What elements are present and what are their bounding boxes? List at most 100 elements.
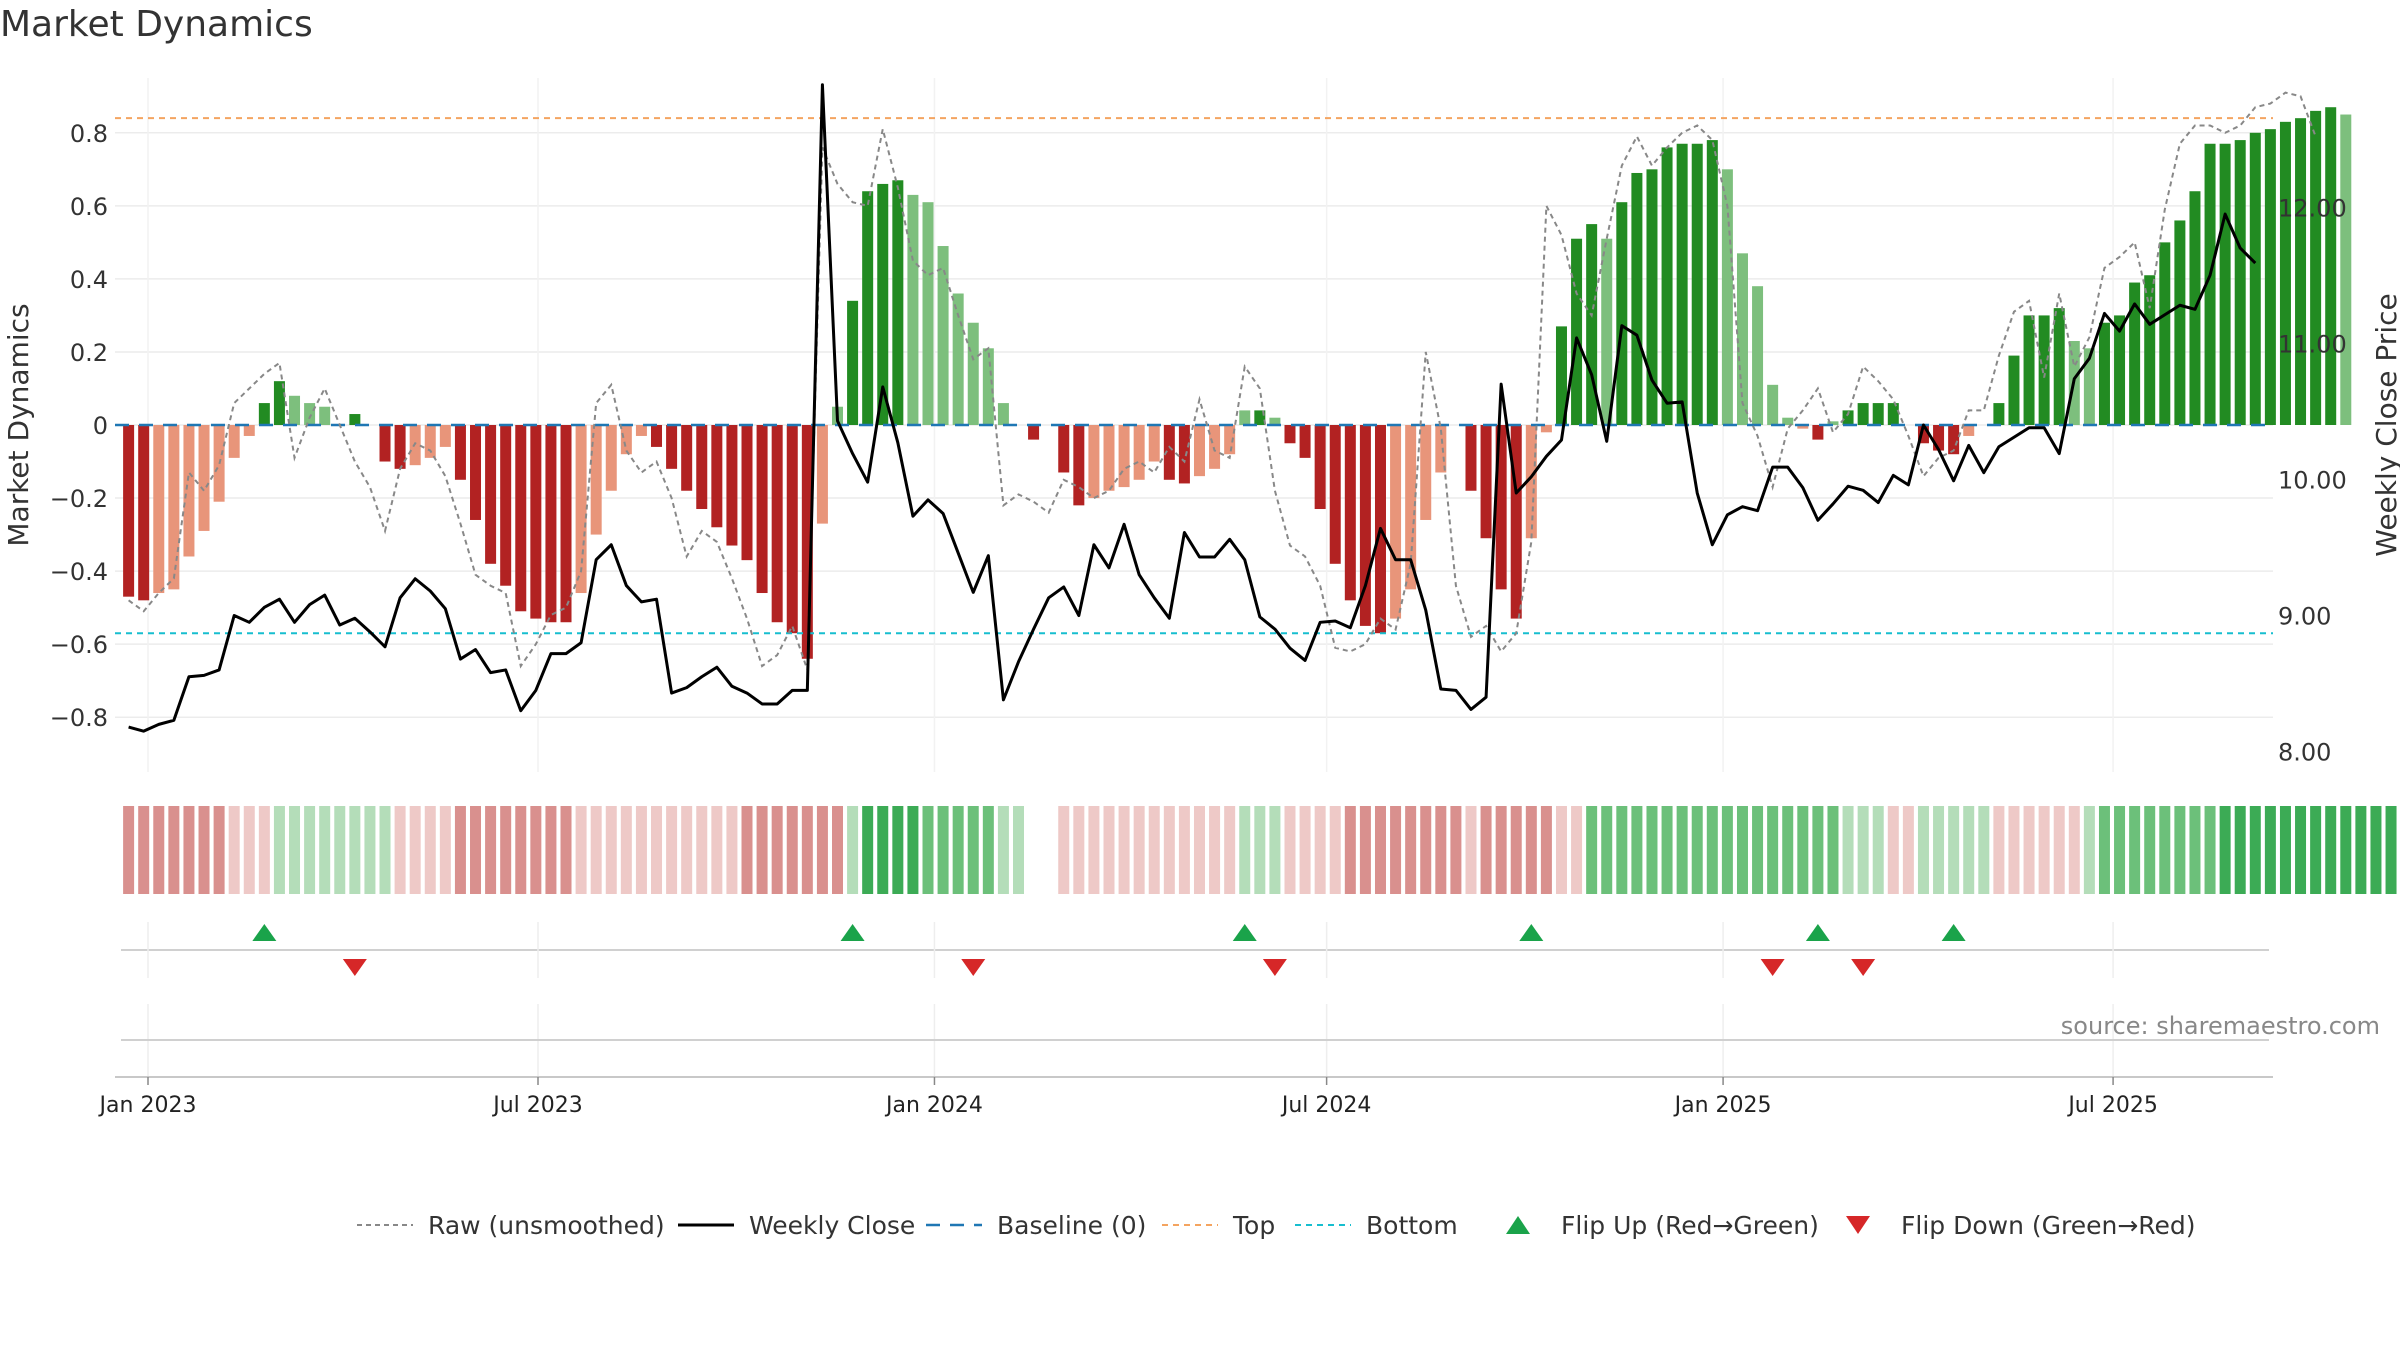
regime-cell bbox=[1058, 806, 1070, 894]
dynamics-bar bbox=[515, 425, 527, 612]
dynamics-bar bbox=[816, 425, 828, 524]
regime-cell bbox=[1736, 806, 1748, 894]
regime-cell bbox=[530, 806, 542, 894]
dynamics-bar bbox=[620, 425, 632, 455]
regime-cell bbox=[1948, 806, 1960, 894]
regime-cell bbox=[213, 806, 225, 894]
dynamics-bar bbox=[575, 425, 587, 594]
regime-cell bbox=[2008, 806, 2020, 894]
regime-cell bbox=[1118, 806, 1130, 894]
dynamics-bar bbox=[1390, 425, 1402, 619]
regime-cell bbox=[379, 806, 391, 894]
y2-axis-label: Weekly Close Price bbox=[2370, 293, 2400, 556]
dynamics-bar bbox=[1224, 425, 1236, 455]
dynamics-bar bbox=[1329, 425, 1341, 564]
dynamics-bar bbox=[1963, 425, 1975, 436]
regime-cell bbox=[2129, 806, 2141, 894]
regime-cell bbox=[1797, 806, 1809, 894]
x-tick-label: Jan 2024 bbox=[884, 1093, 983, 1118]
dynamics-bar bbox=[666, 425, 678, 469]
regime-cell bbox=[756, 806, 768, 894]
regime-cell bbox=[2295, 806, 2307, 894]
regime-cell bbox=[1405, 806, 1417, 894]
regime-cell bbox=[1661, 806, 1673, 894]
regime-cell bbox=[153, 806, 165, 894]
regime-cell bbox=[319, 806, 331, 894]
regime-cell bbox=[635, 806, 647, 894]
dynamics-bar bbox=[2114, 315, 2126, 425]
dynamics-bar bbox=[1133, 425, 1145, 480]
dynamics-bar bbox=[530, 425, 542, 619]
regime-cell bbox=[2114, 806, 2126, 894]
y2-tick-label: 11.00 bbox=[2278, 330, 2347, 358]
dynamics-bar bbox=[228, 425, 240, 458]
regime-cell bbox=[500, 806, 512, 894]
legend-label: Bottom bbox=[1366, 1211, 1458, 1240]
regime-cell bbox=[394, 806, 406, 894]
legend-label: Baseline (0) bbox=[997, 1211, 1146, 1240]
regime-cell bbox=[2204, 806, 2216, 894]
x-tick-label: Jul 2025 bbox=[2066, 1093, 2158, 1118]
regime-cell bbox=[862, 806, 874, 894]
y-tick-label: −0.4 bbox=[50, 558, 108, 586]
dynamics-bar bbox=[877, 183, 889, 425]
regime-cell bbox=[1676, 806, 1688, 894]
regime-cell bbox=[2219, 806, 2231, 894]
dynamics-bar bbox=[2295, 118, 2307, 425]
regime-cell bbox=[982, 806, 994, 894]
dynamics-bar bbox=[470, 425, 482, 520]
regime-cell bbox=[2083, 806, 2095, 894]
dynamics-bar bbox=[2144, 275, 2156, 425]
dynamics-bar bbox=[349, 414, 361, 425]
dynamics-bar bbox=[289, 395, 301, 425]
dynamics-bar bbox=[2234, 140, 2246, 426]
regime-cell bbox=[877, 806, 889, 894]
dynamics-bar bbox=[711, 425, 723, 528]
regime-cell bbox=[545, 806, 557, 894]
dynamics-bar bbox=[2279, 121, 2291, 426]
regime-cell bbox=[922, 806, 934, 894]
regime-cell bbox=[1299, 806, 1311, 894]
dynamics-bar bbox=[153, 425, 165, 594]
dynamics-bar bbox=[1540, 425, 1552, 433]
regime-cell bbox=[1103, 806, 1115, 894]
dynamics-bar bbox=[2159, 242, 2171, 425]
regime-cell bbox=[1902, 806, 1914, 894]
dynamics-bar bbox=[1510, 425, 1522, 619]
regime-cell bbox=[1148, 806, 1160, 894]
y-tick-label: −0.6 bbox=[50, 631, 108, 659]
regime-cell bbox=[1827, 806, 1839, 894]
regime-cell bbox=[1917, 806, 1929, 894]
regime-cell bbox=[1812, 806, 1824, 894]
regime-cell bbox=[2385, 806, 2397, 894]
dynamics-bar bbox=[1420, 425, 1432, 520]
regime-cell bbox=[454, 806, 466, 894]
regime-cell bbox=[1465, 806, 1477, 894]
regime-cell bbox=[2144, 806, 2156, 894]
regime-cell bbox=[1601, 806, 1613, 894]
regime-cell bbox=[1752, 806, 1764, 894]
regime-cell bbox=[2279, 806, 2291, 894]
dynamics-bar bbox=[937, 246, 949, 425]
dynamics-bar bbox=[590, 425, 602, 535]
y2-tick-label: 8.00 bbox=[2278, 739, 2331, 767]
y-tick-label: 0.8 bbox=[70, 120, 108, 148]
dynamics-bar bbox=[123, 425, 135, 597]
legend-label: Raw (unsmoothed) bbox=[428, 1211, 665, 1240]
regime-cell bbox=[289, 806, 301, 894]
dynamics-bar bbox=[1767, 384, 1779, 425]
dynamics-bar bbox=[1284, 425, 1296, 444]
dynamics-bar bbox=[183, 425, 195, 557]
dynamics-bar bbox=[952, 293, 964, 425]
regime-cell bbox=[138, 806, 150, 894]
flip-down-marker bbox=[1262, 959, 1287, 976]
regime-cell bbox=[1269, 806, 1281, 894]
regime-cell bbox=[1963, 806, 1975, 894]
dynamics-bar bbox=[635, 425, 647, 436]
regime-cell bbox=[997, 806, 1009, 894]
regime-cell bbox=[1933, 806, 1945, 894]
flip-down-marker bbox=[1760, 959, 1785, 976]
regime-cell bbox=[937, 806, 949, 894]
dynamics-bar bbox=[741, 425, 753, 561]
